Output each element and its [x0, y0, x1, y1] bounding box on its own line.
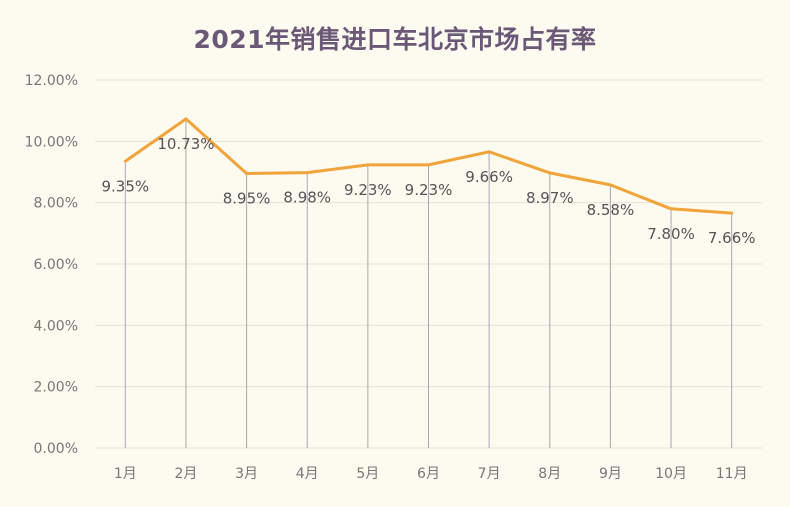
y-axis-ticks: 0.00% 2.00% 4.00% 6.00% 8.00% 10.00% 12.00% — [25, 73, 78, 457]
y-tick-label: 8.00% — [34, 196, 78, 212]
y-tick-label: 0.00% — [34, 441, 78, 457]
x-tick-label: 5月 — [356, 466, 379, 482]
x-tick-label: 7月 — [478, 466, 501, 482]
data-label: 9.23% — [344, 181, 392, 199]
y-tick-label: 6.00% — [34, 257, 78, 273]
data-labels: 9.35% 10.73% 8.95% 8.98% 9.23% 9.23% 9.66% 8.97… — [101, 135, 755, 247]
data-label: 9.23% — [405, 181, 453, 199]
x-axis-ticks: 1月 2月 3月 4月 5月 6月 7月 8月 9月 10月 11月 — [114, 466, 748, 482]
data-label: 8.97% — [526, 189, 574, 207]
y-tick-label: 4.00% — [34, 318, 78, 334]
x-tick-label: 6月 — [417, 466, 440, 482]
x-tick-label: 11月 — [716, 466, 748, 482]
data-label: 7.80% — [647, 225, 695, 243]
x-tick-label: 3月 — [235, 466, 258, 482]
x-tick-label: 4月 — [296, 466, 319, 482]
x-tick-label: 2月 — [174, 466, 197, 482]
data-label: 8.95% — [223, 190, 271, 208]
y-tick-label: 2.00% — [34, 380, 78, 396]
data-label: 8.98% — [283, 189, 331, 207]
data-label: 9.35% — [101, 177, 149, 195]
x-tick-label: 9月 — [599, 466, 622, 482]
x-tick-label: 8月 — [538, 466, 561, 482]
data-label: 7.66% — [708, 229, 756, 247]
data-label: 8.58% — [587, 201, 635, 219]
y-tick-label: 12.00% — [25, 73, 78, 89]
drop-lines — [124, 118, 733, 448]
series-line — [123, 117, 734, 215]
data-label: 9.66% — [465, 168, 513, 186]
series-line-group — [123, 117, 734, 215]
y-tick-label: 10.00% — [25, 134, 78, 150]
x-tick-label: 1月 — [114, 466, 137, 482]
chart-title: 2021年销售进口车北京市场占有率 — [193, 25, 597, 54]
data-label: 10.73% — [157, 135, 214, 153]
x-tick-label: 10月 — [655, 466, 687, 482]
